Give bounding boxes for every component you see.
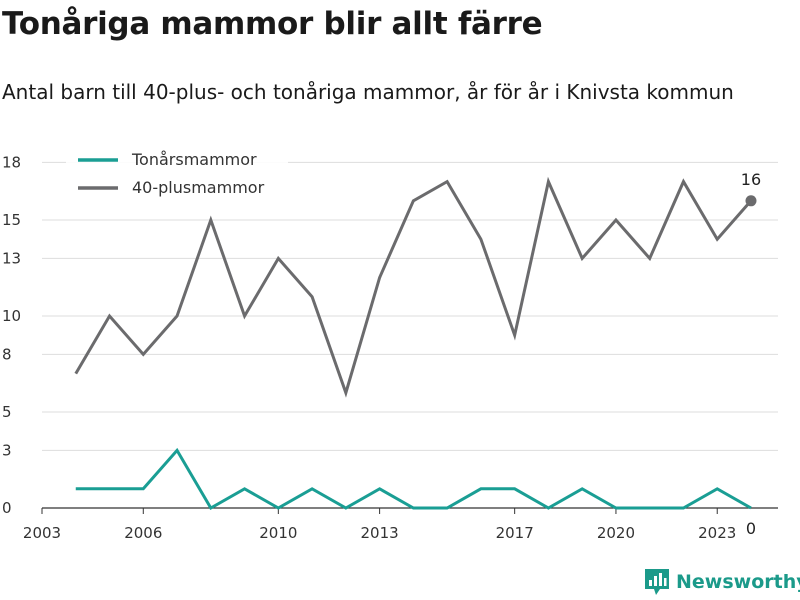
x-tick-label: 2017 — [496, 524, 534, 542]
y-tick-label: 8 — [2, 345, 12, 363]
y-tick-label: 18 — [2, 153, 21, 171]
newsworthy-logo-icon — [645, 569, 669, 595]
x-tick-label: 2006 — [124, 524, 162, 542]
legend-background — [66, 146, 288, 202]
brand-logo: Newsworthy — [644, 568, 800, 596]
brand-name: Newsworthy — [676, 571, 800, 593]
y-tick-label: 13 — [2, 249, 21, 267]
legend-label: Tonårsmammor — [131, 150, 257, 169]
series-line-tonarsmammor — [75, 447, 752, 511]
x-tick-label: 2003 — [23, 524, 61, 542]
legend-label: 40-plusmammor — [132, 178, 265, 197]
x-tick-label: 2023 — [698, 524, 736, 542]
x-tick-label: 2013 — [361, 524, 399, 542]
end-value-label: 0 — [746, 519, 756, 538]
x-tick-label: 2010 — [259, 524, 297, 542]
y-tick-label: 0 — [2, 499, 12, 517]
y-tick-label: 15 — [2, 211, 21, 229]
chart-title: Tonåriga mammor blir allt färre — [2, 6, 543, 42]
end-point-marker — [745, 195, 757, 207]
y-tick-label: 5 — [2, 403, 12, 421]
end-value-label: 16 — [741, 170, 761, 189]
series-line-40-plusmammor — [74, 176, 753, 398]
y-tick-label: 3 — [2, 441, 12, 459]
x-tick-label: 2020 — [597, 524, 635, 542]
y-tick-label: 10 — [2, 307, 21, 325]
chart-subtitle: Antal barn till 40-plus- och tonåriga ma… — [2, 80, 734, 104]
